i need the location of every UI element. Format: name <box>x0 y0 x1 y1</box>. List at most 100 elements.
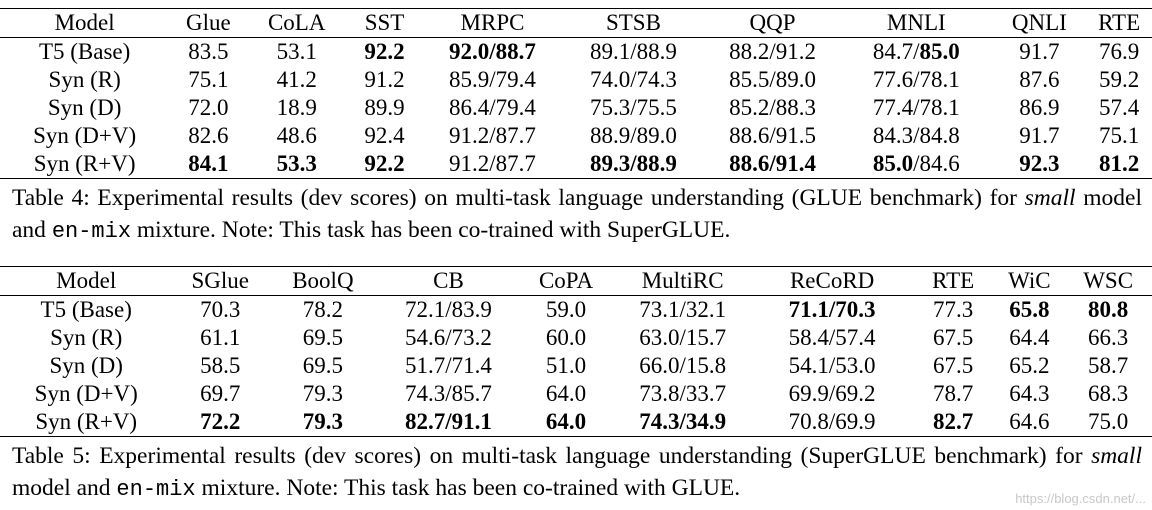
superglue-results-table: Model SGlue BoolQ CB CoPA MultiRC ReCoRD RTE WiC… <box>0 266 1152 437</box>
score-cell: 91.2/87.7 <box>449 123 536 148</box>
score-cell: 65.8 <box>1009 297 1050 322</box>
score-part: 85.0 <box>919 39 960 64</box>
score-cell: 59.0 <box>545 297 587 322</box>
table-4: Model Glue CoLA SST MRPC STSB QQP MNLI QNLI RTE T… <box>0 8 1152 179</box>
score-cell: 91.2 <box>364 67 405 92</box>
score-cell: 82.7/91.1 <box>405 409 492 434</box>
table-header-row: Model SGlue BoolQ CB CoPA MultiRC ReCoRD RTE WiC… <box>0 266 1152 296</box>
score-cell: 92.3 <box>1019 151 1060 176</box>
score-cell: 70.8/69.9 <box>788 409 876 434</box>
score-cell: 72.1/83.9 <box>405 297 492 322</box>
score-cell: 85.2/88.3 <box>729 95 816 120</box>
score-cell: 86.4/79.4 <box>449 95 536 120</box>
caption-text: mixture. Note: This task has been co-tra… <box>131 217 731 243</box>
table-row: T5 (Base) 83.5 53.1 92.2 92.0/88.7 89.1/88.9 8… <box>0 38 1152 67</box>
column-header: CoLA <box>267 10 326 35</box>
caption-text: model and <box>12 185 1142 243</box>
column-header: Model <box>54 10 115 35</box>
column-header: MNLI <box>886 10 946 35</box>
score-cell: 84.3/84.8 <box>872 123 960 148</box>
table-row: Syn (D+V) 82.6 48.6 92.4 91.2/87.7 88.9/89.0 8… <box>0 122 1152 150</box>
table-row: Syn (R+V) 84.1 53.3 92.2 91.2/87.7 89.3/88.9 8… <box>0 150 1152 179</box>
caption-code: en-mix <box>116 477 196 502</box>
score-cell: 72.0 <box>188 95 229 120</box>
score-cell: 74.0/74.3 <box>590 67 677 92</box>
score-cell: 88.9/89.0 <box>590 123 677 148</box>
score-cell: 83.5 <box>188 39 229 64</box>
score-cell: 69.5 <box>302 325 344 350</box>
score-cell: 53.1 <box>276 39 317 64</box>
score-cell: 77.3 <box>933 297 974 322</box>
watermark: https://blog.csdn.net/... <box>1015 491 1146 506</box>
caption-code: en-mix <box>51 219 132 244</box>
score-cell: 92.4 <box>364 123 405 148</box>
column-header: MRPC <box>460 10 525 35</box>
column-header: RTE <box>1098 10 1141 35</box>
score-cell: 91.7 <box>1019 123 1060 148</box>
score-cell: 77.6/78.1 <box>872 67 960 92</box>
table-4-caption: Table 4: Experimental results (dev score… <box>12 182 1142 248</box>
table-row: Syn (D) 58.5 69.5 51.7/71.4 51.0 66.0/15.8 54.… <box>0 352 1152 380</box>
score-part: 84.7/ <box>872 39 920 64</box>
score-cell: 89.9 <box>364 95 405 120</box>
score-cell: 92.2 <box>364 151 405 176</box>
score-cell: 75.1 <box>1099 123 1140 148</box>
score-cell: 70.3 <box>200 297 241 322</box>
score-cell: 51.0 <box>545 353 587 378</box>
score-cell: 75.3/75.5 <box>590 95 677 120</box>
score-cell: 66.0/15.8 <box>639 353 727 378</box>
table-5-caption: Table 5: Experimental results (dev score… <box>12 440 1142 506</box>
score-cell: 64.0 <box>545 381 587 406</box>
table-row: Syn (D) 72.0 18.9 89.9 86.4/79.4 75.3/75.5 85.… <box>0 94 1152 122</box>
score-cell: 89.3/88.9 <box>590 151 677 176</box>
score-cell: 64.3 <box>1009 381 1050 406</box>
score-cell: 81.2 <box>1099 151 1140 176</box>
column-header: Model <box>56 268 117 293</box>
score-cell: 82.7 <box>933 409 974 434</box>
table-row: Syn (R+V) 72.2 79.3 82.7/91.1 64.0 74.3/34.9 7… <box>0 408 1152 437</box>
score-cell: 87.6 <box>1019 67 1060 92</box>
score-cell: 69.7 <box>200 381 241 406</box>
score-cell: 78.7 <box>933 381 974 406</box>
score-cell: 77.4/78.1 <box>872 95 960 120</box>
score-cell: 58.7 <box>1087 353 1129 378</box>
score-cell: 73.8/33.7 <box>639 381 727 406</box>
column-header: MultiRC <box>641 268 724 293</box>
score-cell: 78.2 <box>302 297 344 322</box>
model-name-cell: T5 (Base) <box>38 39 131 64</box>
score-cell: 71.1/70.3 <box>788 297 876 322</box>
score-cell: 64.6 <box>1009 409 1050 434</box>
score-part: /84.6 <box>913 151 960 176</box>
score-cell: 41.2 <box>276 67 317 92</box>
model-name-cell: T5 (Base) <box>40 297 132 322</box>
score-cell: 69.9/69.2 <box>788 381 876 406</box>
model-name-cell: Syn (D) <box>49 353 123 378</box>
score-cell: 75.0 <box>1087 409 1129 434</box>
model-name-cell: Syn (R) <box>50 325 123 350</box>
score-cell: 91.2/87.7 <box>449 151 536 176</box>
score-cell: 54.6/73.2 <box>405 325 492 350</box>
score-cell: 51.7/71.4 <box>405 353 492 378</box>
score-cell: 80.8 <box>1087 297 1129 322</box>
score-cell: 66.3 <box>1087 325 1129 350</box>
score-cell: 57.4 <box>1099 95 1140 120</box>
model-name-cell: Syn (D+V) <box>34 381 138 406</box>
score-cell: 63.0/15.7 <box>639 325 727 350</box>
model-name-cell: Syn (D+V) <box>33 123 137 148</box>
score-cell: 86.9 <box>1019 95 1060 120</box>
score-cell: 79.3 <box>302 381 344 406</box>
score-cell: 88.6/91.4 <box>729 151 816 176</box>
caption-text: model and <box>12 475 117 501</box>
score-cell: 76.9 <box>1099 39 1140 64</box>
column-header: STSB <box>605 10 661 35</box>
score-cell: 82.6 <box>188 123 229 148</box>
column-header: RTE <box>932 268 975 293</box>
column-header: CB <box>433 268 464 293</box>
column-header: WSC <box>1083 268 1134 293</box>
score-cell: 54.1/53.0 <box>788 353 876 378</box>
table-row: Syn (R) 75.1 41.2 91.2 85.9/79.4 74.0/74.3 85.… <box>0 66 1152 94</box>
column-header: CoPA <box>538 268 594 293</box>
score-cell: 88.2/91.2 <box>729 39 816 64</box>
column-header: BoolQ <box>292 268 354 293</box>
